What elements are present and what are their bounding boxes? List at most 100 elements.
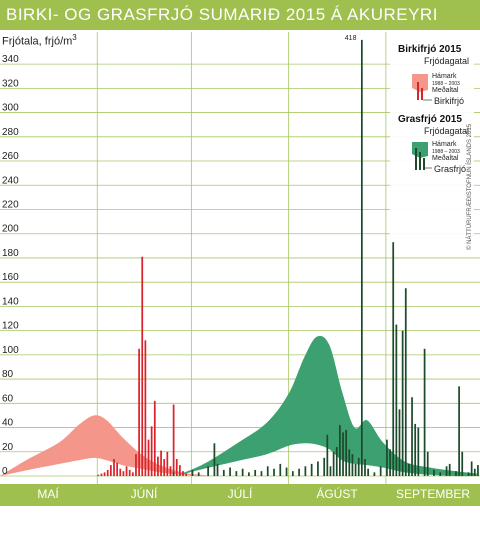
legend-background <box>390 38 474 242</box>
grass-bar-2015-08-25 <box>364 459 366 476</box>
grass-bar-2015-07-19 <box>248 472 250 476</box>
grass-bar-2015-09-03 <box>392 242 395 476</box>
month-label-may: MAÍ <box>37 487 59 501</box>
grass-bar-2015-08-13 <box>326 434 329 476</box>
legend: Birkifrjó 2015 Frjódagatal Hámark 1988 –… <box>390 38 474 242</box>
grass-calendar-band <box>175 335 477 477</box>
grass-bar-2015-09-16 <box>433 469 435 476</box>
birch-band-area <box>0 415 214 477</box>
birch-bar-2015-06-21 <box>160 450 162 476</box>
grass-bar-2015-08-21 <box>351 454 354 476</box>
grass-bar-2015-07-13 <box>229 467 231 476</box>
y-ticks: 0 20 40 60 80 100 120 140 160 180 200 220 240 260 280 3… <box>2 54 19 477</box>
grass-bar-2015-08-17 <box>339 425 341 476</box>
birch-bar-2015-06-12 <box>131 472 134 476</box>
birch-bar-2015-06-20 <box>157 456 159 476</box>
grass-bar-2015-07-08 <box>213 443 216 476</box>
birch-bar-2015-06-09 <box>122 471 125 476</box>
ytick-label-320: 320 <box>2 78 19 89</box>
y-axis-label: Frjótala, frjó/m3 <box>2 33 77 48</box>
ytick-label-60: 60 <box>2 393 14 404</box>
legend-birch-bar-label: Birkifrjó <box>434 96 464 106</box>
grass-bar-2015-08-20 <box>348 449 351 476</box>
ytick-label-180: 180 <box>2 248 19 259</box>
grass-bar-2015-07-29 <box>279 463 282 476</box>
legend-grass-heading: Grasfrjó 2015 <box>398 114 462 125</box>
grass-bar-2015-08-30 <box>379 466 382 476</box>
birch-bar-2015-06-05 <box>110 465 112 476</box>
month-axis: MAÍ JÚNÍ JÚLÍ ÁGÚST SEPTEMBER <box>0 484 480 506</box>
grass-bar-2015-08-28 <box>373 472 376 476</box>
birch-bar-2015-06-07 <box>116 462 119 476</box>
ytick-label-40: 40 <box>2 418 14 429</box>
birch-calendar-band <box>0 415 214 477</box>
birch-bar-2015-06-23 <box>166 451 169 476</box>
birch-bar-2015-06-02 <box>100 473 103 476</box>
birch-bar-2015-06-06 <box>113 459 115 476</box>
chart-title: BIRKI- OG GRASFRJÓ SUMARIÐ 2015 Á AKUREY… <box>6 5 438 24</box>
grass-bar-2015-08-04 <box>298 468 300 476</box>
ytick-label-280: 280 <box>2 127 19 138</box>
grass-bar-2015-07-23 <box>260 471 263 476</box>
grass-bar-2015-06-25 <box>172 472 175 476</box>
birch-bar-2015-06-11 <box>128 469 131 476</box>
grass-bar-2015-08-24 <box>360 39 363 477</box>
grass-bar-2015-08-26 <box>367 468 369 476</box>
y-axis-label-superscript: 3 <box>72 33 77 42</box>
grass-bar-2015-08-18 <box>342 432 344 476</box>
birch-bar-2015-06-19 <box>153 400 156 476</box>
grass-bar-2015-07-17 <box>241 468 244 476</box>
grass-bar-2015-09-23 <box>455 471 457 476</box>
ytick-label-160: 160 <box>2 272 19 283</box>
grass-bar-2015-09-02 <box>389 449 391 476</box>
month-label-july: JÚLÍ <box>227 487 253 501</box>
birch-bar-2015-06-15 <box>141 256 144 476</box>
month-label-june: JÚNÍ <box>130 487 158 501</box>
ytick-label-80: 80 <box>2 369 14 380</box>
birch-bar-2015-06-14 <box>138 348 140 476</box>
ytick-label-20: 20 <box>2 442 14 453</box>
grass-bar-2015-08-06 <box>304 466 307 476</box>
grass-bar-2015-09-08 <box>408 463 410 476</box>
grass-bar-2015-07-31 <box>285 467 288 476</box>
ytick-label-0: 0 <box>2 466 8 477</box>
grass-bar-2015-09-21 <box>448 463 451 476</box>
grass-bar-2015-07-21 <box>254 469 257 476</box>
ytick-label-100: 100 <box>2 345 19 356</box>
grass-bar-2015-09-28 <box>470 461 473 476</box>
grass-bar-2015-08-15 <box>332 451 335 476</box>
legend-grass-band-label: Frjódagatal <box>424 126 469 136</box>
birch-bar-2015-06-01 <box>97 474 100 476</box>
birch-bar-2015-06-28 <box>182 471 184 476</box>
month-label-september: SEPTEMBER <box>395 487 470 501</box>
legend-grass-mean-label: Meðaltal <box>432 154 459 162</box>
ytick-label-140: 140 <box>2 296 19 307</box>
title-bar: BIRKI- OG GRASFRJÓ SUMARIÐ 2015 Á AKUREY… <box>0 0 480 30</box>
grass-bar-2015-07-27 <box>273 468 275 476</box>
ytick-label-200: 200 <box>2 224 19 235</box>
legend-birch-mean-label: Meðaltal <box>432 86 459 94</box>
grass-bar-2015-08-19 <box>345 429 348 476</box>
copyright-notice: © NÁTTÚRUFRÆÐISTOFNUN ÍSLANDS 2015 <box>467 124 473 250</box>
grass-bar-2015-08-10 <box>317 461 319 476</box>
grass-band-area <box>175 335 477 477</box>
grass-bar-2015-08-08 <box>310 463 313 476</box>
ytick-label-240: 240 <box>2 175 19 186</box>
grass-bars <box>172 39 479 477</box>
legend-birch-max-label: Hámark <box>432 73 457 80</box>
grass-bar-2015-07-25 <box>266 466 269 476</box>
annotation-418: 418 <box>345 35 357 42</box>
grass-bar-2015-07-15 <box>235 471 238 476</box>
birch-bar-2015-06-03 <box>103 472 106 476</box>
grass-bar-2015-09-24 <box>458 386 460 476</box>
grass-bar-2015-07-03 <box>197 472 200 476</box>
ytick-label-260: 260 <box>2 151 19 162</box>
legend-birch-heading: Birkifrjó 2015 <box>398 44 462 55</box>
birch-bar-2015-06-10 <box>125 466 128 476</box>
birch-bar-2015-06-22 <box>163 459 166 476</box>
ytick-label-120: 120 <box>2 321 19 332</box>
grass-bar-2015-09-25 <box>461 451 464 476</box>
y-axis-label-text: Frjótala, frjó/m <box>2 35 73 48</box>
grass-bar-2015-09-27 <box>467 472 470 476</box>
grass-bar-2015-09-06 <box>401 330 404 476</box>
